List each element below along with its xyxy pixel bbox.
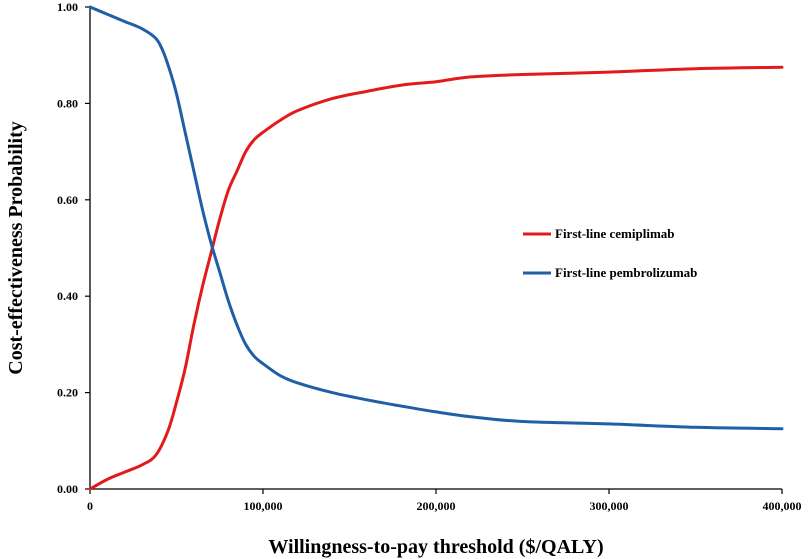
x-axis-title: Willingness-to-pay threshold ($/QALY) — [268, 536, 603, 558]
y-ticks: 0.00 0.20 0.40 0.60 0.80 1.00 — [57, 0, 90, 496]
x-ticks: 0 100,000 200,000 300,000 400,000 — [87, 489, 802, 513]
series-line-cemiplimab — [88, 65, 784, 491]
y-tick-label: 0.80 — [57, 96, 78, 110]
y-tick-label: 1.00 — [57, 0, 78, 14]
y-tick-label: 0.60 — [57, 193, 78, 207]
x-tick-label: 400,000 — [763, 499, 802, 513]
x-tick-label: 100,000 — [244, 499, 283, 513]
x-tick-label: 0 — [87, 499, 93, 513]
x-tick-label: 300,000 — [590, 499, 629, 513]
y-tick-label: 0.20 — [57, 386, 78, 400]
series-layer — [88, 5, 784, 491]
y-tick-label: 0.40 — [57, 289, 78, 303]
legend-label-pembrolizumab: First-line pembrolizumab — [555, 265, 697, 280]
series-line-pembrolizumab — [88, 5, 784, 431]
y-tick-label: 0.00 — [57, 482, 78, 496]
legend: First-line cemiplimab First-line pembrol… — [523, 226, 697, 280]
y-axis-title: Cost-effectiveness Probability — [5, 121, 27, 374]
axes — [89, 7, 782, 490]
x-tick-label: 200,000 — [417, 499, 456, 513]
legend-label-cemiplimab: First-line cemiplimab — [555, 226, 675, 241]
